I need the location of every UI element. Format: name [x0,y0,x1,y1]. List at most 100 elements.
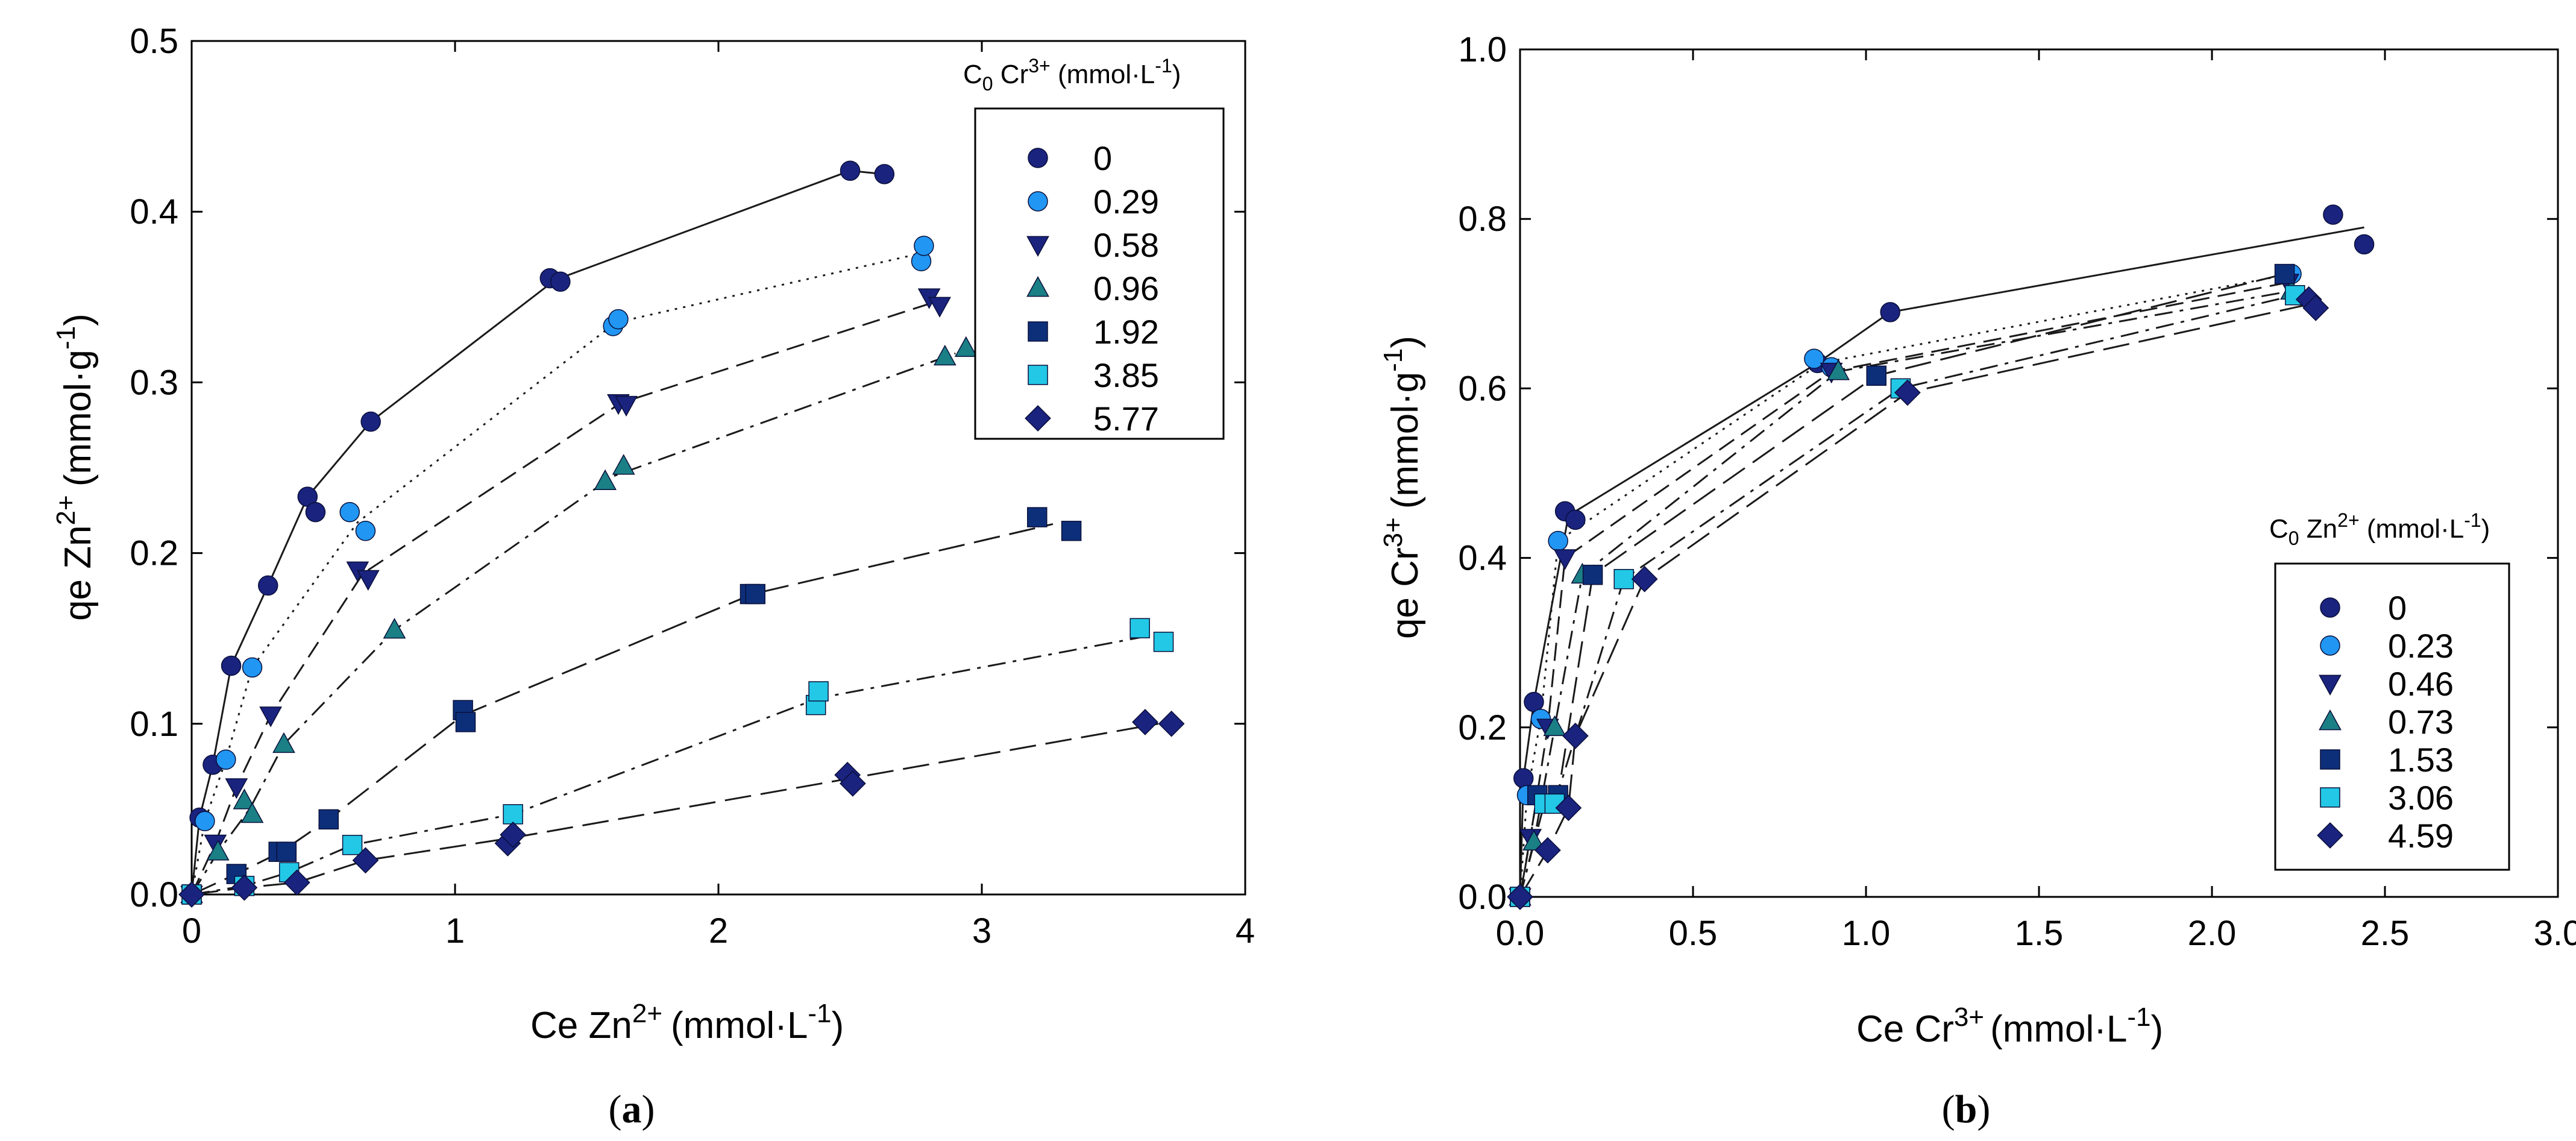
chart-b-legend-marker-0 [2320,597,2340,618]
chart-a-point-0.58 [356,570,380,591]
chart-a-point-0.96 [594,469,617,491]
chart-b-y-tick-label: 0.6 [1458,369,1507,408]
chart-b-legend-box [2274,562,2510,871]
chart-b-series-line-3.06 [1519,294,2296,897]
chart-a-x-tick-label: 3 [972,911,991,951]
chart-b-point-0 [1524,691,1544,712]
chart-a-point-5.77 [840,770,866,797]
chart-b-legend-label: 3.06 [2388,779,2454,817]
chart-a-legend-marker-1.92 [1028,321,1048,342]
chart-a-series-line-0 [190,169,885,895]
chart-b-x-axis-label: Ce Cr3+ (mmol·L-1) [1856,1002,2163,1050]
chart-b-legend-marker-3.06 [2320,787,2340,808]
chart-b-point-4.59 [1562,722,1589,749]
chart-a-legend-label: 0.96 [1093,269,1159,307]
chart-a-legend-label: 0.29 [1093,183,1159,221]
chart-b-series-line-0.46 [1519,281,2289,897]
chart-b-point-0.46 [1553,549,1577,570]
chart-b-x-tick-label: 2.5 [2361,914,2410,953]
chart-a-y-tick-label: 0.1 [130,705,178,744]
chart-b-point-4.59 [1631,565,1658,593]
chart-a-point-0.58 [259,706,282,728]
chart-a-series-line-1.92 [191,523,1054,896]
chart-a-point-0.58 [928,297,951,318]
chart-b-point-0.73 [1522,829,1545,850]
chart-b-series-line-1.53 [1519,273,2285,897]
chart-a-legend-label: 5.77 [1093,400,1159,438]
chart-b-series-line-0 [1519,226,2364,897]
chart-b-legend-marker-1.53 [2320,749,2340,770]
chart-a-panel-label: (a) [609,1087,655,1131]
chart-a-point-3.85 [1129,618,1150,638]
chart-b-point-0.73 [1543,715,1566,737]
chart-a-point-3.85 [342,835,363,855]
chart-b-legend-label: 1.53 [2388,741,2454,779]
chart-a-point-5.77 [283,869,310,896]
chart-a-legend-label: 0.58 [1093,226,1159,264]
chart-b-point-4.59 [1555,794,1582,822]
chart-a-y-tick-label: 0.2 [130,534,178,573]
chart-b-legend-label: 0.46 [2388,665,2454,703]
chart-a-point-0.96 [233,788,256,809]
chart-a-y-axis-label: qe Zn2+(mmol·g-1) [51,313,99,621]
chart-b-point-1.53 [1866,365,1886,386]
chart-b-y-axis-label: qe Cr3+(mmol·g-1) [1378,336,1426,639]
chart-b-x-tick-label: 1.5 [2015,914,2064,953]
chart-a-legend-box [974,107,1225,440]
chart-a-x-axis-label: Ce Zn2+ (mmol·L-1) [530,999,844,1046]
chart-a-point-0 [874,164,895,184]
chart-b-x-tick-label: 1.0 [1842,914,1891,953]
chart-b-point-4.59 [1507,884,1533,910]
chart-b: 0.0 0.5 1.0 1.5 2.0 2.5 3.0 0.0 0.2 0.4 0.6 0.8 1.0… [1378,30,2576,1131]
chart-b-point-1.53 [1582,564,1603,585]
chart-b-legend-marker-0.23 [2320,635,2340,656]
chart-b-legend-marker-0.73 [2319,709,2342,731]
chart-a-point-5.77 [178,881,205,908]
chart-a-point-0 [360,411,381,432]
chart-a-series-line-5.77 [191,723,1159,896]
chart-a-x-tick-label: 2 [709,911,728,951]
chart-a-legend-marker-3.85 [1028,365,1048,385]
chart-a-point-3.85 [503,804,523,825]
chart-a-legend-label: 3.85 [1093,356,1159,394]
chart-b-y-tick-label: 0.4 [1458,539,1507,578]
chart-a-point-0.96 [612,454,635,475]
chart-b-point-0 [1513,768,1534,788]
chart-b-point-3.06 [1613,569,1634,589]
chart-a-legend-title: C0 Cr3+ (mmol·L-1) [963,55,1181,95]
chart-b-point-0.73 [1827,359,1850,380]
chart-a-point-0.29 [216,749,236,770]
chart-b-point-0.23 [1804,348,1824,369]
chart-b-point-0 [2323,204,2343,225]
chart-b-legend-title: C0 Zn2+ (mmol·L-1) [2269,509,2490,549]
chart-a-point-1.92 [745,583,765,605]
chart-a-point-0.96 [240,802,264,823]
chart-b-y-tick-label: 0.0 [1458,878,1507,917]
chart-b-panel-label: (b) [1942,1087,1991,1131]
chart-a-point-3.85 [1153,632,1174,652]
chart-b-legend-marker-0.46 [2319,674,2342,696]
chart-a-x-tick-label: 0 [182,911,201,951]
chart-a-legend-label: 0 [1093,139,1112,177]
chart-b-series-line-0.23 [1519,273,2292,897]
chart-a-y-tick-label: 0.0 [130,875,178,914]
chart-a-point-0.29 [195,811,215,831]
chart-b-y-tick-label: 0.2 [1458,708,1507,747]
chart-a-point-0.29 [355,521,376,541]
chart-a-point-0.96 [933,344,957,366]
chart-a-point-0.58 [225,778,248,799]
chart-a-point-5.77 [1132,709,1158,735]
chart-b-point-0 [2354,234,2375,255]
chart-b-point-1.53 [2274,263,2295,284]
chart-a-y-tick-label: 0.3 [130,363,178,402]
chart-a-point-5.77 [1158,710,1185,737]
chart-a-point-0.96 [206,840,230,861]
chart-a-point-0.96 [383,618,406,639]
chart-b-legend-label: 0.23 [2388,627,2454,665]
chart-a-point-1.92 [318,809,339,830]
chart-a-point-0.96 [272,732,295,753]
chart-b-y-tick-label: 0.8 [1458,200,1507,239]
chart-b-legend: C0 Zn2+ (mmol·L-1) 00.230.460.731.533.06… [2269,509,2510,871]
chart-a-point-5.77 [500,822,527,848]
